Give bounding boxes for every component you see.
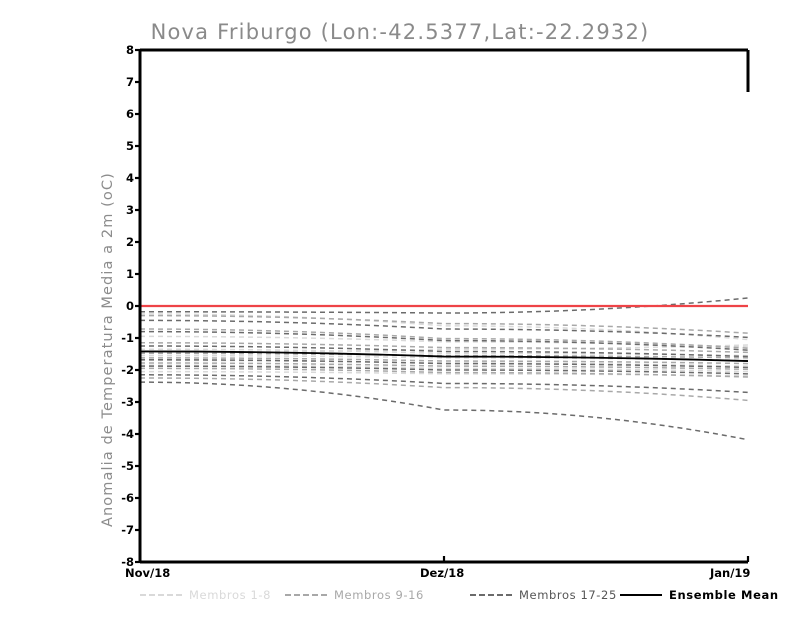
legend-label: Membros 9-16 bbox=[334, 588, 424, 602]
y-axis-tick-labels: 8 7 6 5 4 3 2 1 0 -1 -2 -3 -4 -5 -6 -7 -8 bbox=[108, 0, 134, 618]
y-tick-label: -2 bbox=[121, 363, 134, 377]
x-tick-label: Jan/19 bbox=[710, 566, 751, 580]
y-tick-label: 0 bbox=[125, 299, 134, 313]
series-line-membro-24 bbox=[139, 374, 749, 394]
y-tick-label: -8 bbox=[121, 555, 134, 569]
y-tick-label: 8 bbox=[125, 43, 134, 57]
series-line-membro-16 bbox=[139, 377, 749, 402]
chart-legend: Membros 1-8 Membros 9-16 Membros 17-25 Ense… bbox=[0, 586, 800, 608]
x-tick-label: Dez/18 bbox=[420, 566, 465, 580]
series-line-membro-1 bbox=[139, 313, 749, 341]
y-tick-label: -4 bbox=[121, 427, 134, 441]
page-title: Nova Friburgo (Lon:-42.5377,Lat:-22.2932… bbox=[150, 20, 650, 44]
y-tick-label: 2 bbox=[125, 235, 134, 249]
y-tick-label: 7 bbox=[125, 75, 134, 89]
y-tick-label: -5 bbox=[121, 459, 134, 473]
y-tick-label: 5 bbox=[125, 139, 134, 153]
legend-label: Membros 1-8 bbox=[189, 588, 272, 602]
y-tick-label: -1 bbox=[121, 331, 134, 345]
legend-entry-4: Ensemble Mean bbox=[620, 586, 779, 604]
legend-entry-3: Membros 17-25 bbox=[470, 586, 617, 604]
y-tick-label: -6 bbox=[121, 491, 134, 505]
legend-label: Ensemble Mean bbox=[669, 588, 779, 602]
y-tick-label: -7 bbox=[121, 523, 134, 537]
x-tick-label: Nov/18 bbox=[125, 566, 171, 580]
series-line-membro-25 bbox=[139, 381, 749, 441]
series-layer bbox=[139, 297, 749, 441]
y-tick-label: 1 bbox=[125, 267, 134, 281]
y-tick-label: 4 bbox=[125, 171, 134, 185]
legend-entry-2: Membros 9-16 bbox=[285, 586, 424, 604]
legend-line-swatch bbox=[140, 594, 182, 596]
series-line-ensemble-mean bbox=[139, 350, 749, 362]
legend-entry-1: Membros 1-8 bbox=[140, 586, 271, 604]
y-tick-label: -3 bbox=[121, 395, 134, 409]
axes-frame bbox=[135, 48, 750, 564]
legend-line-swatch bbox=[620, 594, 662, 596]
legend-label: Membros 17-25 bbox=[519, 588, 617, 602]
y-tick-label: 6 bbox=[125, 107, 134, 121]
y-tick-label: 3 bbox=[125, 203, 134, 217]
legend-line-swatch bbox=[285, 594, 327, 596]
legend-line-swatch bbox=[470, 594, 512, 596]
